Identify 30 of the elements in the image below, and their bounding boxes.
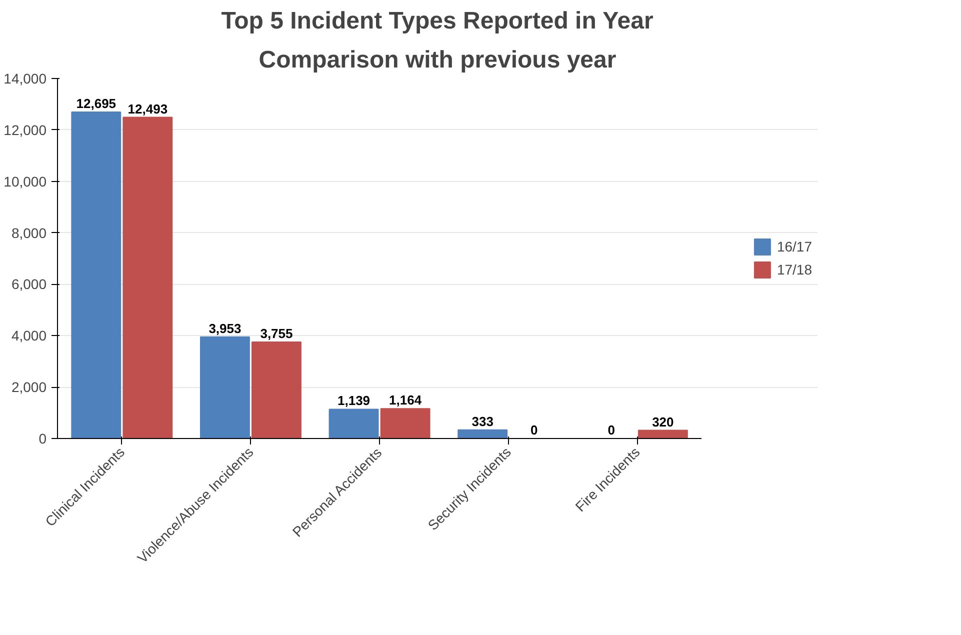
legend-label: 16/17 xyxy=(776,238,812,254)
y-tick-label: 6,000 xyxy=(11,276,47,292)
y-tick-label: 14,000 xyxy=(4,70,47,86)
bar xyxy=(458,429,508,438)
bar xyxy=(122,116,173,438)
bar xyxy=(200,336,250,438)
data-label: 320 xyxy=(652,414,674,430)
legend-label: 17/18 xyxy=(776,262,812,278)
data-label: 3,755 xyxy=(260,326,293,341)
data-label: 333 xyxy=(472,414,494,429)
data-label: 12,493 xyxy=(128,101,168,116)
bar xyxy=(380,408,430,438)
data-label: 0 xyxy=(530,422,538,438)
y-tick-label: 4,000 xyxy=(11,328,47,344)
y-tick-label: 2,000 xyxy=(11,379,47,396)
chart-subtitle: Comparison with previous year xyxy=(258,46,616,74)
y-tick-label: 8,000 xyxy=(11,224,47,241)
bar xyxy=(252,341,302,438)
bar xyxy=(328,408,379,438)
data-label: 3,953 xyxy=(208,320,242,336)
y-tick-label: 0 xyxy=(38,430,47,446)
bar xyxy=(638,430,688,438)
y-tick-label: 12,000 xyxy=(4,122,47,138)
data-label: 1,164 xyxy=(389,392,422,408)
data-label: 1,139 xyxy=(338,393,370,408)
bar xyxy=(71,112,122,438)
data-label: 12,695 xyxy=(76,96,116,112)
y-tick-label: 10,000 xyxy=(4,173,47,190)
data-label: 0 xyxy=(608,422,616,438)
chart-title: Top 5 Incident Types Reported in Year xyxy=(221,8,654,34)
